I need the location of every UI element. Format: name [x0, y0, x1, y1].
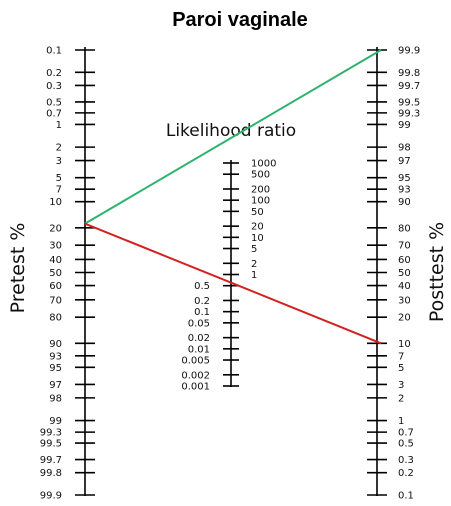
pretest-tick-label: 97 — [49, 380, 62, 391]
posttest-tick-label: 50 — [398, 268, 411, 279]
posttest-tick-label: 70 — [398, 241, 411, 252]
posttest-tick-label: 80 — [398, 223, 411, 234]
posttest-tick-label: 1 — [398, 416, 404, 427]
posttest-axis-label: Posttest % — [426, 222, 448, 322]
posttest-tick-label: 98 — [398, 143, 411, 154]
pretest-tick-label: 93 — [49, 351, 62, 362]
posttest-tick-label: 99.8 — [398, 68, 420, 79]
lr-tick-label: 20 — [251, 222, 264, 233]
pretest-tick-label: 1 — [56, 120, 62, 131]
pretest-tick-label: 0.3 — [46, 81, 62, 92]
lr-tick-label: 100 — [251, 196, 270, 207]
posttest-tick-label: 60 — [398, 255, 411, 266]
pretest-tick-label: 95 — [49, 363, 62, 374]
posttest-tick-label: 0.7 — [398, 428, 414, 439]
lr-tick-label: 0.02 — [188, 333, 210, 344]
posttest-tick-label: 99.9 — [398, 46, 420, 57]
positive-result-line — [84, 49, 382, 225]
likelihood-ratio-title: Likelihood ratio — [166, 121, 296, 141]
pretest-tick-label: 7 — [56, 185, 62, 196]
lr-tick-label: 0.05 — [188, 318, 210, 329]
tick-layer: 0.10.20.30.50.71235710203040506070809093… — [40, 46, 421, 502]
lr-tick-label: 0.002 — [181, 370, 210, 381]
posttest-tick-label: 95 — [398, 173, 411, 184]
pretest-tick-label: 98 — [49, 393, 62, 404]
posttest-tick-label: 99 — [398, 120, 411, 131]
pretest-tick-label: 99.3 — [40, 428, 62, 439]
posttest-tick-label: 0.3 — [398, 455, 414, 466]
lr-tick-label: 10 — [251, 233, 264, 244]
line-layer — [84, 49, 382, 345]
lr-tick-label: 5 — [251, 244, 257, 255]
pretest-tick-label: 40 — [49, 255, 62, 266]
negative-result-line — [84, 222, 382, 345]
lr-tick-label: 0.5 — [194, 281, 210, 292]
pretest-tick-label: 99 — [49, 416, 62, 427]
posttest-tick-label: 20 — [398, 313, 411, 324]
posttest-tick-label: 93 — [398, 185, 411, 196]
pretest-tick-label: 30 — [49, 241, 62, 252]
lr-tick-label: 2 — [251, 259, 257, 270]
pretest-tick-label: 0.2 — [46, 68, 62, 79]
posttest-tick-label: 10 — [398, 339, 411, 350]
posttest-tick-label: 97 — [398, 156, 411, 167]
pretest-tick-label: 20 — [49, 223, 62, 234]
pretest-axis-label: Pretest % — [7, 223, 29, 314]
pretest-tick-label: 80 — [49, 313, 62, 324]
posttest-tick-label: 2 — [398, 393, 404, 404]
lr-tick-label: 0.1 — [194, 307, 210, 318]
pretest-tick-label: 0.5 — [46, 97, 62, 108]
posttest-tick-label: 30 — [398, 295, 411, 306]
posttest-tick-label: 99.3 — [398, 108, 420, 119]
posttest-tick-label: 5 — [398, 363, 404, 374]
pretest-tick-label: 2 — [56, 143, 62, 154]
lr-tick-label: 0.001 — [181, 382, 210, 393]
posttest-tick-label: 7 — [398, 351, 404, 362]
pretest-tick-label: 0.7 — [46, 108, 62, 119]
posttest-tick-label: 40 — [398, 281, 411, 292]
pretest-tick-label: 99.9 — [40, 491, 62, 502]
lr-tick-label: 50 — [251, 207, 264, 218]
lr-tick-label: 200 — [251, 184, 270, 195]
pretest-tick-label: 99.8 — [40, 468, 62, 479]
lr-tick-label: 1 — [251, 270, 257, 281]
pretest-tick-label: 0.1 — [46, 46, 62, 57]
lr-tick-label: 0.005 — [181, 356, 210, 367]
posttest-tick-label: 0.1 — [398, 491, 414, 502]
posttest-tick-label: 0.5 — [398, 439, 414, 450]
posttest-tick-label: 90 — [398, 197, 411, 208]
pretest-tick-label: 50 — [49, 268, 62, 279]
pretest-tick-label: 5 — [56, 173, 62, 184]
posttest-tick-label: 3 — [398, 380, 404, 391]
pretest-tick-label: 70 — [49, 295, 62, 306]
pretest-tick-label: 3 — [56, 156, 62, 167]
posttest-tick-label: 99.5 — [398, 97, 420, 108]
lr-tick-label: 0.01 — [188, 344, 210, 355]
lr-tick-label: 500 — [251, 170, 270, 181]
posttest-tick-label: 99.7 — [398, 81, 420, 92]
chart-title: Paroi vaginale — [172, 9, 308, 31]
lr-tick-label: 1000 — [251, 159, 276, 170]
pretest-tick-label: 90 — [49, 339, 62, 350]
pretest-tick-label: 99.7 — [40, 455, 62, 466]
pretest-tick-label: 99.5 — [40, 439, 62, 450]
posttest-tick-label: 0.2 — [398, 468, 414, 479]
pretest-tick-label: 10 — [49, 197, 62, 208]
pretest-tick-label: 60 — [49, 281, 62, 292]
lr-tick-label: 0.2 — [194, 296, 210, 307]
